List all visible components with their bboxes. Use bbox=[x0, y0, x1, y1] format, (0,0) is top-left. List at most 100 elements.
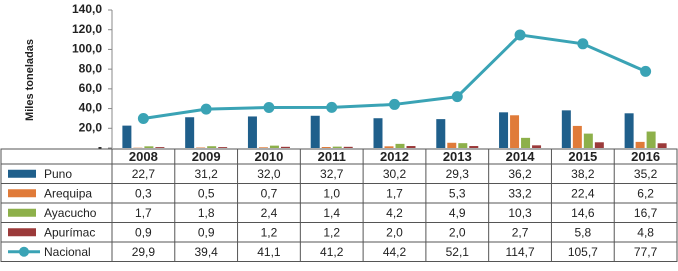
bar bbox=[395, 143, 405, 148]
line-marker bbox=[577, 38, 589, 50]
bar bbox=[657, 143, 667, 148]
bar bbox=[321, 147, 331, 148]
x-tick-label: 2008 bbox=[129, 149, 158, 164]
legend-swatch bbox=[8, 228, 36, 237]
x-tick-label: 2009 bbox=[192, 149, 221, 164]
data-label: 35,2 bbox=[634, 167, 658, 181]
y-tick-label: 20,0 bbox=[79, 120, 103, 134]
bar bbox=[280, 146, 290, 148]
data-label: 39,4 bbox=[194, 245, 218, 259]
data-label: 32,0 bbox=[257, 167, 281, 181]
data-label: 32,7 bbox=[320, 167, 344, 181]
data-label: 77,7 bbox=[634, 245, 658, 259]
y-tick-label: 40,0 bbox=[79, 101, 103, 115]
data-label: 2,0 bbox=[386, 225, 403, 239]
data-label: 44,2 bbox=[383, 245, 407, 259]
bar bbox=[635, 141, 645, 148]
legend-swatch bbox=[8, 208, 36, 217]
data-label: 1,7 bbox=[135, 206, 152, 220]
bar bbox=[499, 112, 509, 148]
bar bbox=[343, 146, 353, 148]
bar bbox=[218, 147, 228, 148]
data-label: 41,1 bbox=[257, 245, 281, 259]
line-marker bbox=[200, 103, 212, 115]
data-label: 1,7 bbox=[386, 186, 403, 200]
bar bbox=[207, 146, 217, 148]
y-tick-label: - bbox=[98, 140, 102, 154]
bar bbox=[332, 146, 342, 148]
data-label: 0,9 bbox=[198, 225, 215, 239]
data-label: 36,2 bbox=[508, 167, 532, 181]
data-label: 29,3 bbox=[446, 167, 470, 181]
bar bbox=[561, 110, 571, 148]
bar bbox=[185, 117, 195, 148]
bar bbox=[144, 146, 154, 148]
data-label: 0,7 bbox=[261, 186, 278, 200]
y-tick-label: 80,0 bbox=[79, 61, 103, 75]
bar bbox=[247, 116, 257, 148]
data-label: 2,0 bbox=[449, 225, 466, 239]
x-tick-label: 2010 bbox=[254, 149, 283, 164]
data-label: 22,4 bbox=[571, 186, 595, 200]
data-label: 4,9 bbox=[449, 206, 466, 220]
bar bbox=[583, 133, 593, 148]
data-label: 4,8 bbox=[637, 225, 654, 239]
bar bbox=[510, 115, 520, 148]
bar bbox=[155, 147, 165, 148]
data-label: 10,3 bbox=[508, 206, 532, 220]
data-label: 16,7 bbox=[634, 206, 658, 220]
line-marker bbox=[451, 91, 463, 103]
data-label: 0,5 bbox=[198, 186, 215, 200]
bar bbox=[458, 143, 468, 148]
data-label: 41,2 bbox=[320, 245, 344, 259]
bar bbox=[406, 146, 416, 148]
bar bbox=[373, 118, 383, 148]
data-label: 114,7 bbox=[505, 245, 534, 259]
bar bbox=[521, 137, 531, 148]
data-label: 2,4 bbox=[261, 206, 278, 220]
line-marker bbox=[263, 101, 275, 113]
line-marker bbox=[389, 98, 400, 110]
bar bbox=[532, 145, 542, 148]
data-label: 52,1 bbox=[446, 245, 470, 259]
legend-swatch bbox=[8, 189, 36, 198]
data-label: 1,2 bbox=[261, 225, 278, 239]
data-label: 5,8 bbox=[574, 225, 591, 239]
y-tick-label: 120,0 bbox=[72, 22, 102, 36]
data-label: 1,2 bbox=[323, 225, 340, 239]
data-label: 0,9 bbox=[135, 225, 152, 239]
y-tick-label: 140,0 bbox=[72, 2, 102, 16]
data-label: 1,4 bbox=[323, 206, 340, 220]
bar bbox=[122, 125, 132, 148]
bar bbox=[384, 146, 394, 148]
bar bbox=[469, 146, 479, 148]
bar bbox=[572, 125, 582, 148]
legend-swatch bbox=[8, 169, 36, 178]
x-tick-label: 2013 bbox=[443, 149, 472, 164]
line-marker bbox=[640, 65, 652, 77]
legend-swatch bbox=[19, 246, 29, 257]
bar bbox=[269, 145, 279, 148]
bar bbox=[646, 131, 656, 148]
data-label: 14,6 bbox=[571, 206, 595, 220]
legend-label: Arequipa bbox=[44, 186, 92, 200]
bar bbox=[447, 142, 457, 148]
y-tick-label: 100,0 bbox=[72, 42, 102, 56]
data-label: 33,2 bbox=[508, 186, 532, 200]
data-label: 31,2 bbox=[194, 167, 218, 181]
data-label: 0,3 bbox=[135, 186, 152, 200]
legend-label: Apurímac bbox=[44, 225, 95, 239]
data-label: 38,2 bbox=[571, 167, 595, 181]
data-label: 5,3 bbox=[449, 186, 466, 200]
x-tick-label: 2012 bbox=[380, 149, 409, 164]
y-tick-label: 60,0 bbox=[79, 81, 103, 95]
legend-label: Nacional bbox=[44, 245, 91, 259]
y-axis-label: Miles toneladas bbox=[24, 39, 36, 121]
data-label: 6,2 bbox=[637, 186, 654, 200]
line-marker bbox=[514, 29, 526, 41]
x-tick-label: 2014 bbox=[506, 149, 536, 164]
bar bbox=[258, 147, 268, 148]
x-tick-label: 2016 bbox=[631, 149, 660, 164]
data-label: 1,8 bbox=[198, 206, 215, 220]
